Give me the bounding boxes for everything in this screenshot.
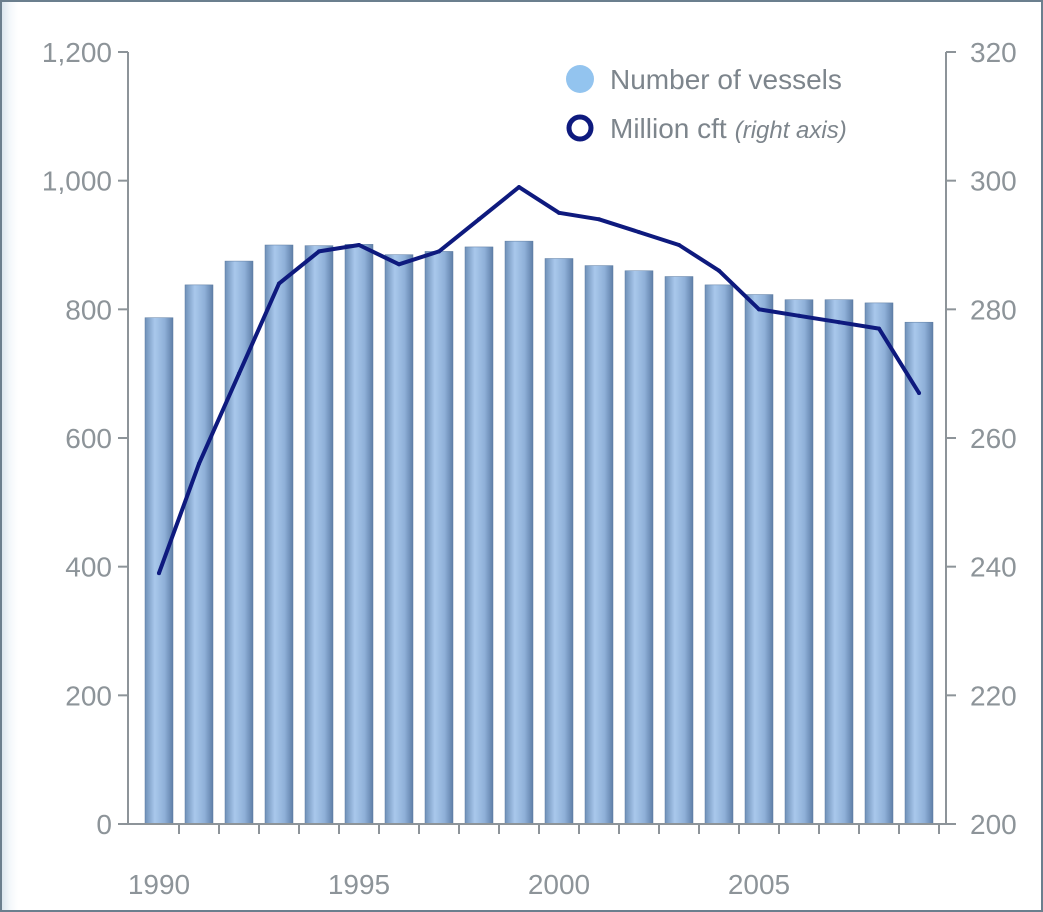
bar-1993 (264, 244, 294, 825)
bar-1995 (344, 244, 374, 825)
right-y-tick-label: 300 (970, 166, 1017, 197)
line-point-2003 (677, 243, 681, 247)
line-point-1999 (517, 185, 521, 190)
bar-2007 (824, 299, 854, 825)
line-point-2005 (757, 307, 761, 312)
bar-2002 (624, 270, 654, 825)
line-point-1990 (157, 571, 161, 576)
bar-2008 (864, 302, 894, 825)
x-tick-label: 2005 (728, 869, 790, 900)
legend-label-cft-suffix: (right axis) (735, 117, 847, 144)
left-y-tick-label: 800 (65, 294, 112, 325)
right-y-tick-label: 320 (970, 37, 1017, 68)
series-line-million-cft (157, 185, 921, 576)
bar-1991 (184, 284, 214, 825)
left-y-tick-label: 200 (65, 680, 112, 711)
bar-2001 (584, 265, 614, 825)
left-y-tick-label: 1,000 (42, 166, 112, 197)
legend-label-vessels: Number of vessels (610, 64, 842, 95)
legend: Number of vessels Million cft (right axis… (566, 64, 847, 144)
bars-layer (144, 240, 934, 825)
legend-marker-cft (566, 114, 594, 142)
bar-2000 (544, 258, 574, 825)
left-y-tick-label: 400 (65, 552, 112, 583)
x-tick-label: 2000 (528, 869, 590, 900)
legend-label-cft-name: Million cft (610, 113, 727, 144)
line-point-2006 (797, 313, 801, 318)
right-y-tick-label: 200 (970, 809, 1017, 840)
bar-1998 (464, 246, 494, 825)
line-layer (157, 185, 921, 576)
line-point-1991 (197, 461, 201, 466)
left-y-tick-label: 1,200 (42, 37, 112, 68)
x-tick-label: 1990 (128, 869, 190, 900)
bar-1997 (424, 251, 454, 825)
line-point-1995 (357, 243, 361, 247)
bar-2004 (704, 284, 734, 825)
x-tick-label: 1995 (328, 869, 390, 900)
line-point-2000 (557, 210, 561, 215)
bar-1999 (504, 240, 534, 825)
line-point-2007 (837, 320, 841, 325)
bar-1992 (224, 260, 254, 825)
line-point-2008 (877, 326, 881, 331)
bar-2003 (664, 276, 694, 825)
line-point-1992 (237, 371, 241, 376)
bar-2009 (904, 321, 934, 825)
line-point-2002 (637, 230, 641, 235)
bar-1994 (304, 245, 334, 825)
line-point-2001 (597, 217, 601, 222)
line-point-1993 (277, 281, 281, 286)
right-y-tick-label: 280 (970, 294, 1017, 325)
right-y-tick-label: 260 (970, 423, 1017, 454)
legend-marker-vessels (566, 65, 594, 93)
line-point-1996 (397, 262, 401, 267)
right-y-tick-label: 240 (970, 552, 1017, 583)
line-point-2004 (717, 268, 721, 273)
line-point-1994 (317, 249, 321, 254)
right-y-tick-label: 220 (970, 680, 1017, 711)
line-point-1998 (477, 217, 481, 222)
ticks-layer: 0 200 400 600 800 1,000 1,200 200 220 240 260 280 30… (42, 37, 1017, 900)
line-point-2009 (917, 390, 921, 395)
left-y-tick-label: 600 (65, 423, 112, 454)
line-point-1997 (437, 249, 441, 254)
bar-1996 (384, 254, 414, 825)
bar-2006 (784, 299, 814, 825)
left-y-tick-label: 0 (96, 809, 112, 840)
legend-label-cft: Million cft (right axis) (610, 113, 847, 144)
bar-2005 (744, 294, 774, 825)
